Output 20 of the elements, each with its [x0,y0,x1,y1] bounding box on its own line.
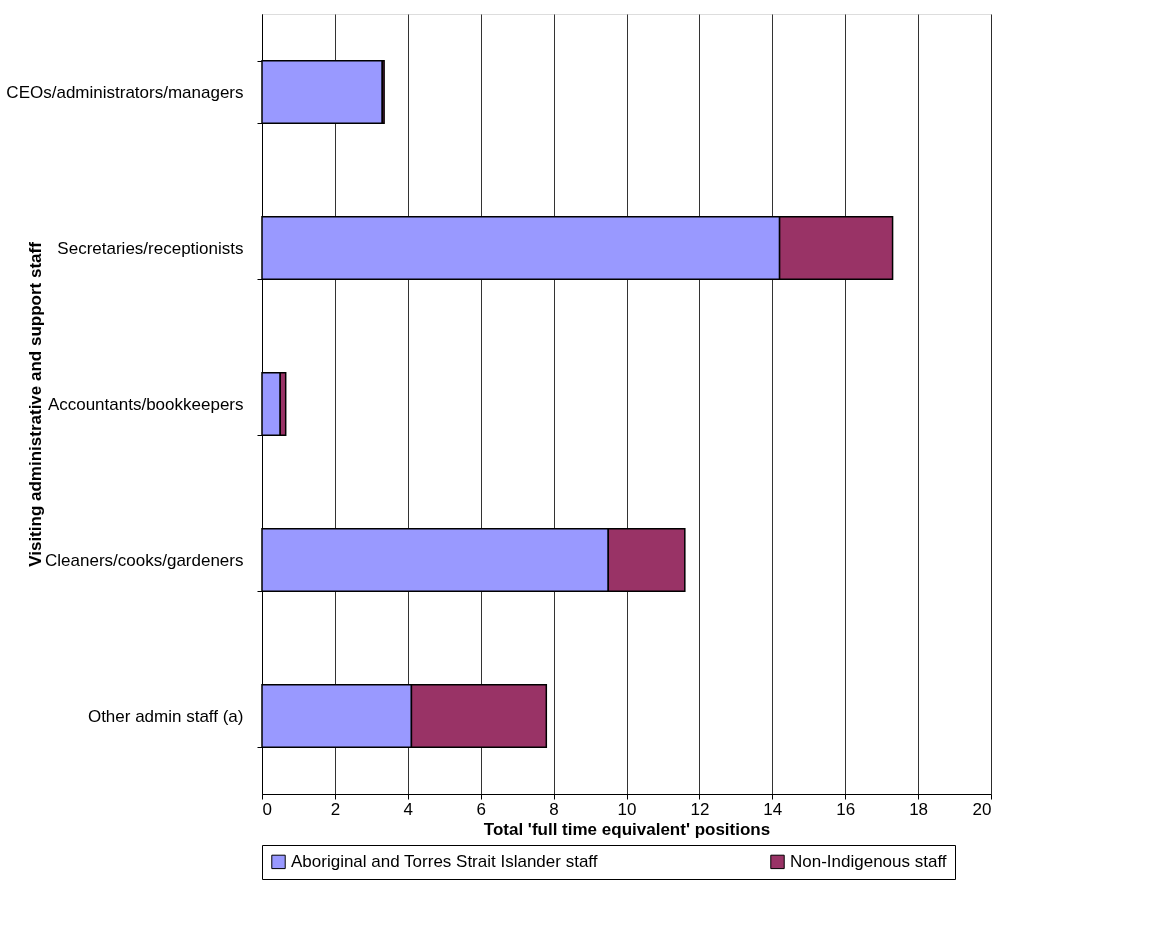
x-tick-label: 8 [549,799,559,819]
legend-label: Aboriginal and Torres Strait Islander staff [291,851,598,871]
x-tick-label: 0 [262,799,272,819]
y-tick-label: Accountants/bookkeepers [47,394,244,414]
x-tick-label: 2 [330,799,341,819]
x-axis-title: Total 'full time equivalent' positions [483,819,771,839]
x-tick-label: 4 [403,799,414,819]
y-tick-label: Cleaners/cooks/gardeners [45,550,244,570]
x-tick-label: 20 [972,799,992,819]
x-tick-label: 18 [909,799,929,819]
x-tick-label: 6 [476,799,486,819]
y-axis-title: Visiting administrative and support staff [25,241,45,567]
x-tick-label: 14 [763,799,783,819]
y-tick-label: Secretaries/receptionists [57,238,244,258]
y-tick-label: CEOs/administrators/managers [6,82,244,102]
x-tick-label: 16 [836,799,856,819]
x-tick-label: 12 [690,799,710,819]
y-tick-label: Other admin staff (a) [87,706,244,726]
x-tick-label: 10 [617,799,637,819]
legend-label: Non-Indigenous staff [790,851,947,871]
